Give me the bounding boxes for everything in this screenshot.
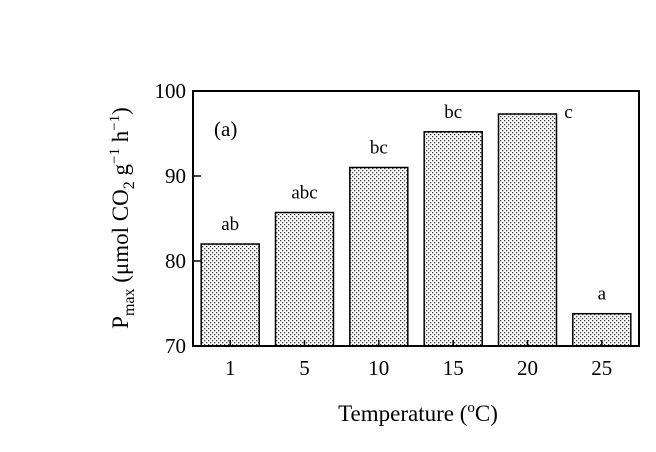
x-tick-label-20: 20	[517, 356, 538, 380]
bar-20	[497, 113, 558, 347]
x-tick-label-15: 15	[443, 356, 464, 380]
y-tick-label-100: 100	[155, 79, 187, 103]
x-tick-label-10: 10	[368, 356, 389, 380]
significance-letter-25: a	[598, 284, 607, 305]
significance-letter-5: abc	[291, 183, 317, 204]
bars-group	[200, 113, 632, 347]
bar-15	[423, 131, 483, 347]
y-tick-label-70: 70	[165, 334, 186, 358]
y-tick-label-80: 80	[165, 249, 186, 273]
significance-letter-15: bc	[444, 102, 462, 123]
significance-letter-20: c	[564, 102, 572, 123]
plot-frame	[192, 90, 640, 347]
y-axis-ticks: 70 80 90 100	[155, 79, 201, 358]
significance-labels-group: ab abc bc bc c a	[221, 102, 606, 305]
bar-5	[274, 211, 335, 347]
significance-letter-1: ab	[221, 214, 239, 235]
y-axis-title: Pmax (μmol CO2 g−1 h−1)	[107, 107, 138, 329]
bar-1	[200, 243, 260, 347]
x-axis-title: Temperature (oC)	[338, 400, 498, 426]
significance-letter-10: bc	[370, 138, 388, 159]
x-tick-label-25: 25	[591, 356, 612, 380]
x-tick-label-5: 5	[299, 356, 310, 380]
y-tick-label-90: 90	[165, 164, 186, 188]
panel-label: (a)	[214, 117, 237, 141]
bar-10	[349, 166, 409, 347]
x-axis-ticks: 1 5 10 15 20 25	[225, 340, 612, 380]
x-tick-label-1: 1	[225, 356, 236, 380]
